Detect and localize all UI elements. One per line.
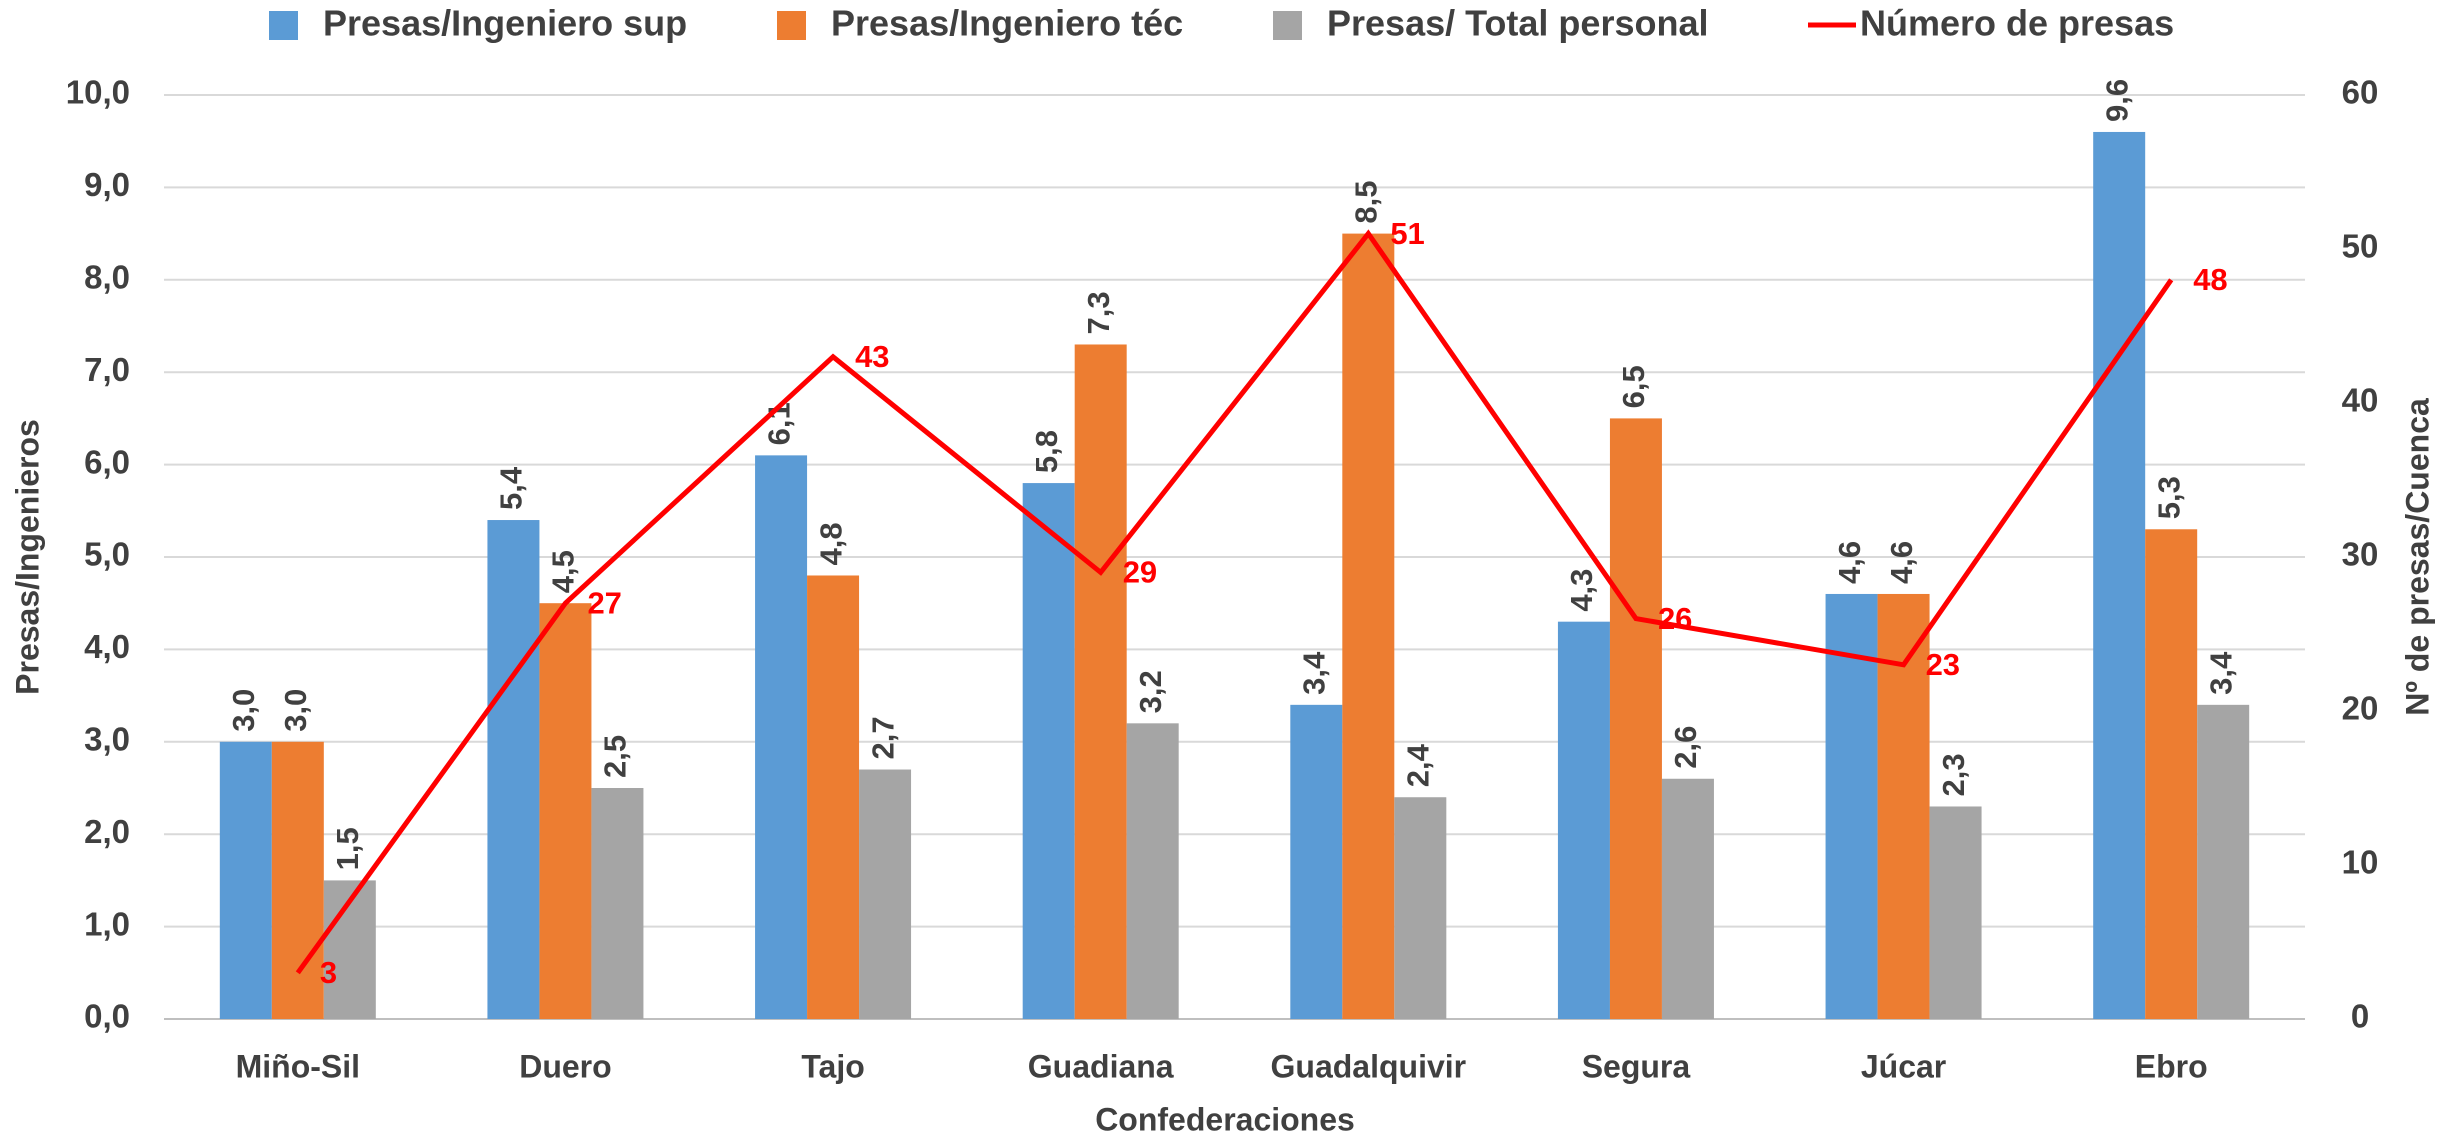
y-tick-label: 8,0 (84, 259, 130, 296)
bar-value-label: 5,8 (1029, 430, 1064, 473)
y-tick-label: 4,0 (84, 628, 130, 665)
y2-tick-label: 50 (2342, 228, 2379, 265)
x-tick-label: Duero (519, 1048, 611, 1084)
line-value-label: 26 (1658, 601, 1692, 636)
bar (271, 741, 324, 1019)
y-tick-label: 3,0 (84, 721, 130, 758)
y2-tick-label: 30 (2342, 536, 2379, 573)
legend-label: Número de presas (1860, 3, 2174, 44)
bar (487, 520, 540, 1019)
bar-value-label: 3,0 (226, 689, 261, 732)
bar (2145, 529, 2198, 1019)
x-tick-label: Guadiana (1028, 1048, 1174, 1084)
line-series (295, 229, 2174, 975)
y-tick-label: 6,0 (84, 443, 130, 480)
bar (1074, 344, 1127, 1020)
y2-tick-label: 40 (2342, 382, 2379, 419)
bar-value-label: 4,6 (1884, 541, 1919, 584)
line-value-label: 23 (1926, 647, 1960, 682)
legend-label: Presas/ Total personal (1327, 3, 1708, 44)
y-tick-label: 7,0 (84, 351, 130, 388)
bar-value-label: 4,6 (1832, 541, 1867, 584)
legend-label: Presas/Ingeniero téc (831, 3, 1183, 44)
bar (219, 741, 272, 1019)
y2-tick-label: 0 (2351, 998, 2369, 1035)
bar (1609, 418, 1662, 1019)
bar (1290, 704, 1343, 1019)
bar (755, 455, 808, 1019)
y2-tick-label: 10 (2342, 844, 2379, 881)
bar-value-label: 3,4 (2203, 651, 2238, 695)
line-value-label: 43 (855, 339, 889, 374)
x-tick-label: Guadalquivir (1271, 1048, 1467, 1084)
line-value-label: 48 (2193, 262, 2227, 297)
bar-value-label: 6,5 (1616, 365, 1651, 408)
line-value-label: 27 (587, 585, 621, 620)
bar (2093, 131, 2146, 1019)
y-tick-label: 9,0 (84, 166, 130, 203)
x-tick-label: Miño-Sil (236, 1048, 360, 1084)
bar-value-label: 8,5 (1349, 180, 1384, 223)
legend-label: Presas/Ingeniero sup (323, 3, 687, 44)
bar-value-label: 3,0 (278, 689, 313, 732)
y2-tick-label: 60 (2342, 74, 2379, 111)
bar-value-label: 2,7 (865, 716, 900, 759)
bar (1022, 483, 1075, 1020)
y-tick-label: 10,0 (66, 74, 130, 111)
legend-swatch (269, 11, 298, 40)
bar (859, 769, 912, 1019)
bar (1661, 778, 1714, 1019)
x-tick-label: Ebro (2135, 1048, 2208, 1084)
bar-value-label: 2,3 (1936, 753, 1971, 796)
y-axis-title: Presas/Ingenieros (9, 419, 45, 695)
bar-value-label: 9,6 (2099, 79, 2134, 122)
bar-value-label: 5,4 (494, 466, 529, 510)
x-axis-title: Confederaciones (1095, 1101, 1355, 1137)
bar (2197, 704, 2250, 1019)
x-tick-label: Segura (1582, 1048, 1691, 1084)
bar-value-label: 3,2 (1133, 670, 1168, 713)
bar-value-label: 3,4 (1297, 651, 1332, 695)
bar (591, 788, 644, 1019)
line-value-label: 29 (1123, 555, 1157, 590)
bar (1557, 621, 1610, 1019)
bar-value-label: 2,5 (598, 735, 633, 778)
legend-swatch (777, 11, 806, 40)
bar-value-label: 1,5 (330, 827, 365, 870)
line-value-label: 3 (320, 955, 337, 990)
bar (807, 575, 860, 1019)
bar-value-label: 2,6 (1668, 726, 1703, 769)
bar-value-label: 4,3 (1564, 569, 1599, 612)
y2-axis-title: Nº de presas/Cuenca (2399, 398, 2435, 716)
x-tick-label: Tajo (801, 1048, 864, 1084)
bar (539, 603, 592, 1019)
bar-value-label: 2,4 (1401, 743, 1436, 787)
y2-tick-label: 20 (2342, 690, 2379, 727)
y-tick-label: 5,0 (84, 536, 130, 573)
bar (1825, 593, 1878, 1019)
legend-swatch (1273, 11, 1302, 40)
x-tick-label: Júcar (1861, 1048, 1946, 1084)
bar-value-label: 7,3 (1081, 291, 1116, 334)
bar-value-label: 4,5 (546, 550, 581, 593)
bar (1929, 806, 1982, 1019)
bar (1877, 593, 1930, 1019)
y-tick-label: 1,0 (84, 905, 130, 942)
line-value-label: 51 (1390, 216, 1424, 251)
y-tick-label: 0,0 (84, 998, 130, 1035)
bar-value-label: 5,3 (2151, 476, 2186, 519)
bar (1126, 723, 1179, 1019)
y-tick-label: 2,0 (84, 813, 130, 850)
bar (1342, 233, 1395, 1020)
bar-value-label: 4,8 (813, 522, 848, 565)
bar (1394, 797, 1447, 1019)
